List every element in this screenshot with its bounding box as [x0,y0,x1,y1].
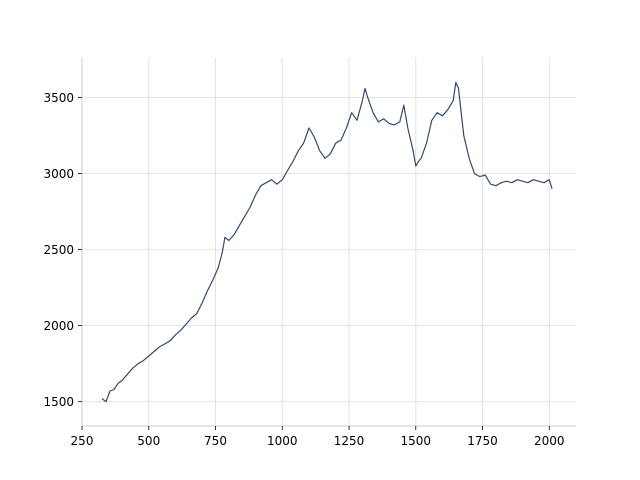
x-tick-label: 750 [204,434,227,448]
x-tick-label: 1500 [401,434,432,448]
x-tick-label: 2000 [534,434,565,448]
x-tick-label: 1250 [334,434,365,448]
x-tick-label: 1000 [267,434,298,448]
axis-spines [81,58,576,427]
tick-layer: 250 500 750 1000 1250 1500 1750 2000 1500 2000 250… [43,91,564,448]
y-tick-label: 2000 [43,319,74,333]
x-tick-label: 1750 [467,434,498,448]
y-tick-label: 1500 [43,395,74,409]
y-tick-label: 2500 [43,243,74,257]
y-tick-label: 3500 [43,91,74,105]
x-tick-label: 250 [71,434,94,448]
series-layer [101,81,553,403]
series-line [101,81,553,403]
x-tick-label: 500 [137,434,160,448]
y-tick-label: 3000 [43,167,74,181]
grid-layer [81,58,576,426]
